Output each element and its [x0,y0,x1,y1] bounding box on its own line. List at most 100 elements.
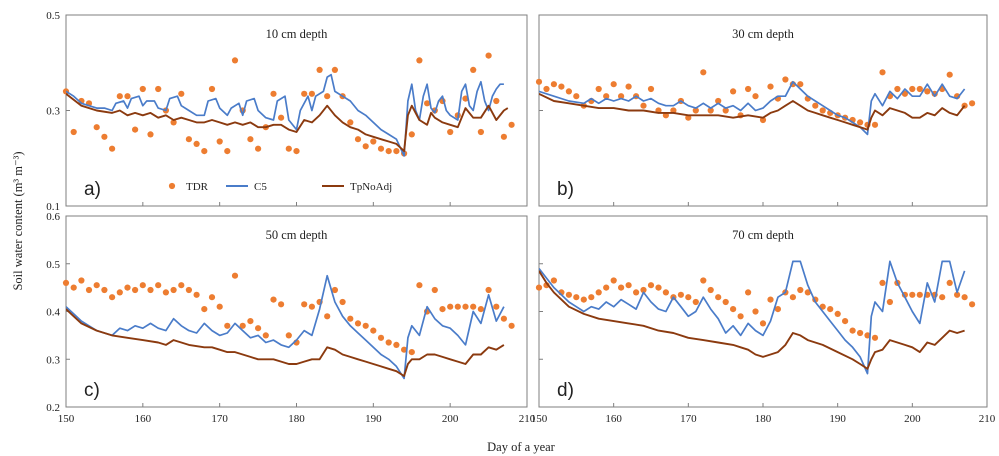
y-tick-label: 0.4 [46,307,60,319]
series-line-tpnoadj [66,308,505,377]
data-point [730,306,737,313]
data-point [331,66,338,73]
data-point [447,128,454,136]
data-point [797,81,804,88]
data-point [819,107,826,114]
data-point [462,303,469,310]
x-tick-label: 150 [531,413,548,425]
y-axis-title: Soil water content (m³ m⁻³) [11,151,25,290]
data-point [618,93,625,100]
data-point [278,301,285,308]
data-point [278,114,285,121]
data-point [730,88,737,95]
data-point [550,277,558,284]
data-point [493,97,500,105]
data-point [834,310,841,317]
data-point [255,145,262,152]
data-point [603,284,610,291]
panel-letter: b) [557,179,574,200]
panel-letter: c) [84,380,100,401]
data-point [324,313,331,320]
data-point [485,286,492,294]
legend: TDR C5 TpNoAdj [168,181,392,193]
data-point [224,322,231,329]
data-point [193,140,200,147]
data-point [185,136,192,143]
data-point [293,148,300,155]
y-tick-label: 0.1 [46,201,60,213]
data-point [324,93,331,100]
data-point [633,289,640,296]
legend-marker-tdr [168,182,176,190]
panel-4: 150 160 170 180 190 200 210 70 cm depth d) [531,215,996,425]
data-point [101,133,108,140]
plot-frame [65,14,528,207]
data-point [362,322,369,329]
data-point [871,121,879,128]
data-point [362,143,369,150]
x-axis-title: Day of a year [487,440,556,454]
data-point [301,90,308,97]
data-point [647,85,655,93]
panel-title: 70 cm depth [732,228,795,242]
x-tick-label: 150 [58,413,75,425]
data-point [439,306,446,313]
legend-label-c5: C5 [254,181,267,193]
data-point [715,294,722,301]
y-tick-label: 0.5 [46,10,60,22]
series-points-tdr [62,272,515,356]
legend-label-tdr: TDR [186,181,209,193]
panel-title: 50 cm depth [266,228,329,242]
data-point [508,121,515,128]
data-point [308,303,315,310]
data-point [354,136,362,143]
data-point [170,119,177,126]
data-point [185,286,192,294]
data-point [370,138,377,145]
data-point [431,286,438,294]
x-tick-label: 160 [605,413,622,425]
data-point [316,66,323,73]
x-tick-label: 210 [519,413,536,425]
data-point [401,346,408,353]
data-point [969,301,976,308]
data-point [767,83,774,90]
data-point [625,282,632,289]
data-point [946,71,953,78]
data-point [224,148,231,155]
data-point [408,349,415,356]
y-tick-label: 0.3 [46,354,60,366]
data-point [737,313,744,320]
data-point [162,289,169,296]
data-point [842,318,849,325]
series-line-tpnoadj [66,93,509,153]
data-point [871,334,879,341]
data-point [393,341,400,348]
data-point [879,69,886,76]
data-point [416,57,423,64]
y-tick-label: 0.2 [46,402,60,414]
data-point [954,291,961,298]
data-point [339,298,346,306]
panel-2: 30 cm depth b) [535,14,988,207]
data-point [155,282,162,289]
panel-1: 0.1 0.3 0.5 10 cm depth a) TDR C5 TpNoAdj [46,10,528,213]
data-point [707,286,714,294]
data-point [894,85,901,93]
data-point [879,279,886,286]
data-point [178,282,185,289]
data-point [477,128,484,136]
data-point [939,294,946,301]
data-point [132,126,139,133]
data-point [916,291,923,298]
data-point [588,294,595,301]
data-point [961,294,968,301]
data-point [722,298,729,306]
y-tick-label: 0.5 [46,259,60,271]
data-point [301,301,308,308]
data-point [85,286,93,294]
data-point [70,128,77,136]
data-point [550,81,558,88]
data-point [640,102,647,109]
data-point [477,306,484,313]
